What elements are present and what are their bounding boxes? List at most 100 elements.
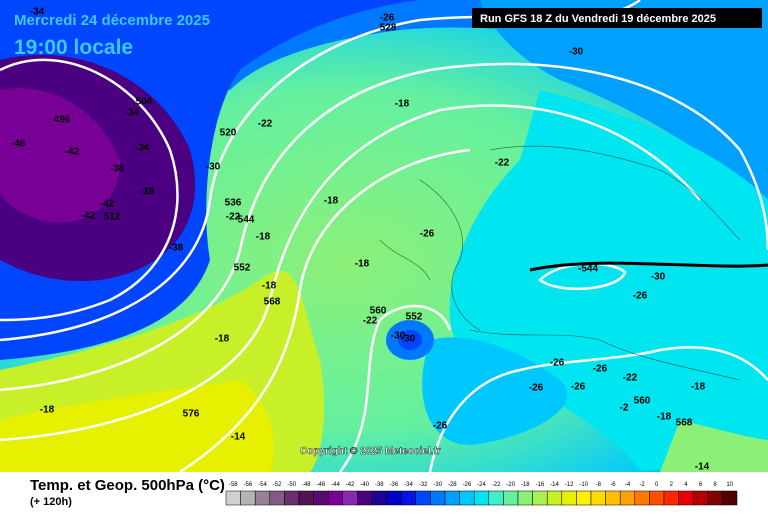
scale-label: 6 xyxy=(699,482,703,488)
scale-swatch xyxy=(371,490,387,506)
scale-swatch xyxy=(722,490,738,506)
scale-swatch xyxy=(488,490,504,506)
contour-label: -46 xyxy=(11,139,26,150)
scale-swatch xyxy=(707,490,723,506)
contour-label: -38 xyxy=(140,187,155,198)
scale-label: -10 xyxy=(579,482,588,488)
contour-label: -26 xyxy=(420,229,435,240)
contour-label: -26 xyxy=(550,358,565,369)
contour-label: -18 xyxy=(657,412,672,423)
scale-swatch xyxy=(400,490,417,506)
scale-label: -52 xyxy=(273,482,282,488)
scale-label: -34 xyxy=(404,482,413,488)
contour-label: -42 xyxy=(100,199,115,210)
scale-label: -38 xyxy=(375,482,384,488)
contour-label: -544 xyxy=(578,264,598,275)
contour-label: -18 xyxy=(355,259,370,270)
scale-label: -56 xyxy=(244,482,253,488)
contour-label: -26 xyxy=(433,421,448,432)
contour-label: 560 xyxy=(370,306,387,317)
scale-swatch xyxy=(605,490,621,506)
contour-label: -42 xyxy=(65,147,80,158)
scale-swatch xyxy=(269,490,285,506)
scale-swatch xyxy=(386,490,402,506)
forecast-lead: (+ 120h) xyxy=(30,496,72,508)
scale-label: 2 xyxy=(670,482,674,488)
contour-label: -22 xyxy=(258,119,273,130)
scale-swatch xyxy=(327,490,344,506)
contour-label: 520 xyxy=(220,128,237,139)
scale-swatch xyxy=(503,490,519,506)
scale-label: -46 xyxy=(317,482,326,488)
scale-label: -58 xyxy=(229,482,238,488)
scale-label: -30 xyxy=(433,482,442,488)
contour-label: 544 xyxy=(238,215,255,226)
scale-swatch xyxy=(357,490,373,506)
copyright: Copyright © 2025 Meteociel.fr xyxy=(300,446,441,457)
contour-label: 512 xyxy=(104,212,121,223)
contour-label: -2 xyxy=(620,403,629,414)
scale-swatch xyxy=(342,490,358,506)
scale-swatch xyxy=(619,490,636,506)
scale-label: 10 xyxy=(726,482,733,488)
scale-swatch xyxy=(284,490,300,506)
scale-swatch xyxy=(649,490,665,506)
scale-label: -8 xyxy=(596,482,602,488)
date: Mercredi 24 décembre 2025 xyxy=(14,12,210,29)
contour-label: -18 xyxy=(262,281,277,292)
scale-label: -50 xyxy=(287,482,296,488)
contour-label: -30 xyxy=(206,162,221,173)
scale-swatch xyxy=(561,490,577,506)
scale-label: -2 xyxy=(639,482,645,488)
contour-label: -26 xyxy=(529,383,544,394)
scale-label: -40 xyxy=(360,482,369,488)
scale-label: -18 xyxy=(521,482,530,488)
scale-label: 0 xyxy=(655,482,659,488)
scale-label: -28 xyxy=(448,482,457,488)
contour-label: -30 xyxy=(569,47,584,58)
scale-swatch xyxy=(663,490,679,506)
scale-label: -48 xyxy=(302,482,311,488)
scale-label: 4 xyxy=(684,482,688,488)
scale-label: -12 xyxy=(565,482,574,488)
contour-label: 568 xyxy=(676,418,693,429)
contour-label: -34 xyxy=(125,108,140,119)
contour-label: 496 xyxy=(54,115,71,126)
scale-swatch xyxy=(576,490,592,506)
scale-label: -20 xyxy=(506,482,515,488)
scale-swatch xyxy=(634,490,650,506)
contour-label: -26 xyxy=(593,364,608,375)
contour-label: -18 xyxy=(215,334,230,345)
contour-label: 536 xyxy=(225,198,242,209)
contour-label: 528 xyxy=(380,23,397,34)
scale-swatch xyxy=(692,490,709,506)
contour-label: -18 xyxy=(256,232,271,243)
scale-swatch xyxy=(678,490,694,506)
scale-swatch xyxy=(415,490,431,506)
scale-label: -14 xyxy=(550,482,559,488)
scale-swatch xyxy=(517,490,533,506)
scale-swatch xyxy=(459,490,475,506)
contour-label: -26 xyxy=(571,382,586,393)
time: 19:00 locale xyxy=(14,36,133,59)
scale-swatch xyxy=(298,490,314,506)
scale-swatch xyxy=(225,490,241,506)
scale-label: -4 xyxy=(625,482,631,488)
contour-label: -34 xyxy=(135,143,150,154)
scale-label: -42 xyxy=(346,482,355,488)
contour-label: -30 xyxy=(401,334,416,345)
contour-label: -34 xyxy=(30,7,45,18)
scale-swatch xyxy=(254,490,271,506)
contour-label: -38 xyxy=(110,164,125,175)
scale-swatch xyxy=(444,490,460,506)
contour-label: 568 xyxy=(264,297,281,308)
contour-label: -18 xyxy=(324,196,339,207)
scale-label: -16 xyxy=(536,482,545,488)
scale-label: 8 xyxy=(713,482,717,488)
contour-label: -26 xyxy=(380,13,395,24)
scale-swatch xyxy=(240,490,256,506)
contour-label: -18 xyxy=(395,99,410,110)
scale-label: -44 xyxy=(331,482,340,488)
